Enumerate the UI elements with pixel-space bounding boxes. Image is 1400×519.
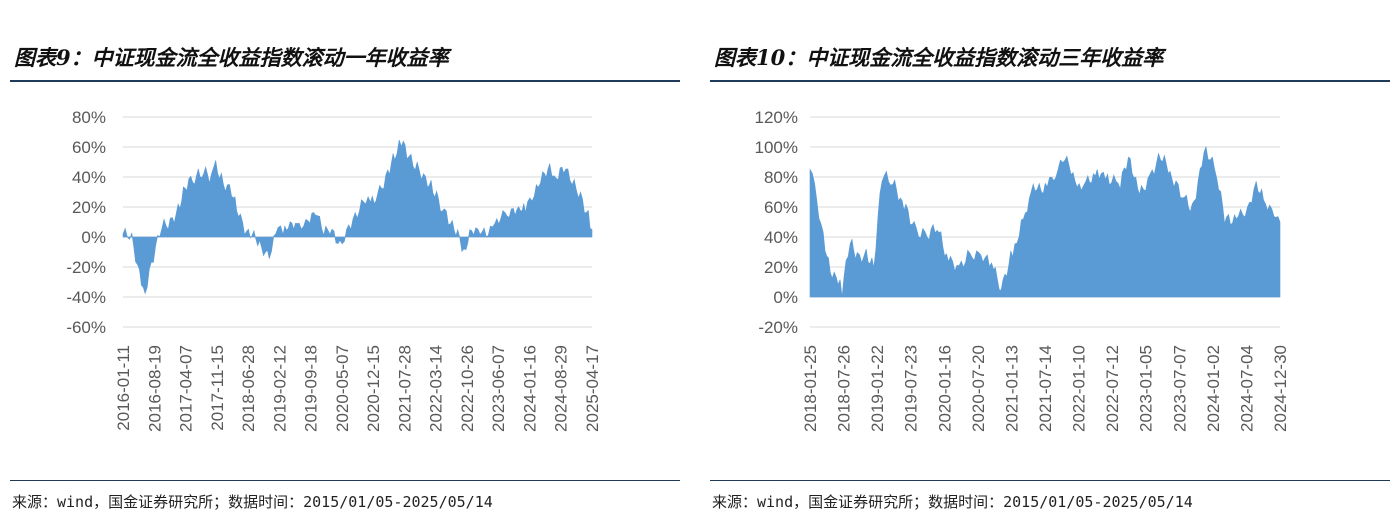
title-rule	[10, 80, 680, 82]
y-tick-label: 20%	[72, 198, 106, 217]
y-tick-label: 60%	[764, 198, 798, 217]
x-tick-label: 2020-01-16	[935, 345, 954, 432]
chart-panel-right: 图表10：中证现金流全收益指数滚动三年收益率 120% 100% 80% 60% 40%…	[700, 0, 1390, 519]
x-tick-label: 2020-12-15	[364, 345, 383, 432]
y-tick-label: 0%	[773, 288, 798, 307]
x-tick-label: 2017-04-07	[177, 345, 196, 432]
x-tick-label: 2024-01-16	[520, 345, 539, 432]
area-chart: 120% 100% 80% 60% 40% 20% 0% -20%2018-01-25 2018…	[755, 108, 1290, 432]
y-tick-label: 60%	[72, 138, 106, 157]
y-tick-label: -60%	[66, 318, 106, 337]
x-tick-label: 2024-01-02	[1204, 345, 1223, 432]
area-chart: 80% 60% 40% 20% 0% -20% -40% -60% 2016-01-11 2016…	[66, 108, 602, 432]
y-tick-label: -20%	[66, 258, 106, 277]
source-note: 来源：wind，国金证券研究所；数据时间：2015/01/05-2025/05/…	[12, 493, 493, 511]
y-tick-label: 0%	[81, 228, 106, 247]
y-tick-label: 120%	[755, 108, 798, 127]
y-tick-label: -20%	[758, 318, 798, 337]
x-tick-label: 2023-07-07	[1170, 345, 1189, 432]
y-tick-label: 20%	[764, 258, 798, 277]
x-tick-label: 2016-08-19	[145, 345, 164, 432]
x-tick-label: 2024-12-30	[1271, 345, 1290, 432]
x-tick-label: 2022-01-10	[1070, 345, 1089, 432]
y-tick-label: 80%	[72, 108, 106, 127]
x-tick-label: 2019-07-23	[902, 345, 921, 432]
y-tick-label: 100%	[755, 138, 798, 157]
x-tick-label: 2021-01-13	[1002, 345, 1021, 432]
x-tick-label: 2021-07-14	[1036, 345, 1055, 432]
source-note: 来源：wind，国金证券研究所；数据时间：2015/01/05-2025/05/…	[712, 493, 1193, 511]
x-tick-label: 2020-07-20	[969, 345, 988, 432]
x-tick-label: 2019-02-12	[270, 345, 289, 432]
x-tick-label: 2020-05-07	[333, 345, 352, 432]
area-series	[809, 146, 1281, 298]
source-rule	[710, 480, 1390, 481]
y-tick-label: -40%	[66, 288, 106, 307]
x-tick-label: 2023-06-07	[489, 345, 508, 432]
x-tick-label: 2018-07-26	[835, 345, 854, 432]
x-tick-label: 2022-07-12	[1103, 345, 1122, 432]
source-rule	[10, 480, 680, 481]
y-tick-label: 40%	[72, 168, 106, 187]
x-tick-label: 2016-01-11	[114, 345, 133, 431]
figure-title: 图表10：中证现金流全收益指数滚动三年收益率	[714, 45, 1164, 70]
x-tick-label: 2021-07-28	[395, 345, 414, 432]
x-tick-label: 2022-10-26	[458, 345, 477, 432]
x-tick-label: 2019-01-22	[868, 345, 887, 432]
figure-title: 图表9：中证现金流全收益指数滚动一年收益率	[14, 45, 449, 70]
title-rule	[710, 80, 1390, 82]
x-tick-label: 2025-04-17	[583, 345, 602, 432]
x-tick-label: 2024-08-29	[552, 345, 571, 432]
x-tick-label: 2018-06-28	[239, 345, 258, 432]
x-tick-label: 2022-03-14	[427, 345, 446, 432]
x-tick-label: 2024-07-04	[1237, 345, 1256, 432]
x-tick-label: 2023-01-05	[1137, 345, 1156, 432]
x-tick-label: 2019-09-18	[302, 345, 321, 432]
area-series	[122, 139, 593, 295]
x-tick-label: 2018-01-25	[801, 345, 820, 432]
y-tick-label: 40%	[764, 228, 798, 247]
x-tick-label: 2017-11-15	[208, 345, 227, 431]
y-tick-label: 80%	[764, 168, 798, 187]
chart-panel-left: 图表9：中证现金流全收益指数滚动一年收益率 80% 60% 40% 20% 0% -20%…	[0, 0, 680, 519]
